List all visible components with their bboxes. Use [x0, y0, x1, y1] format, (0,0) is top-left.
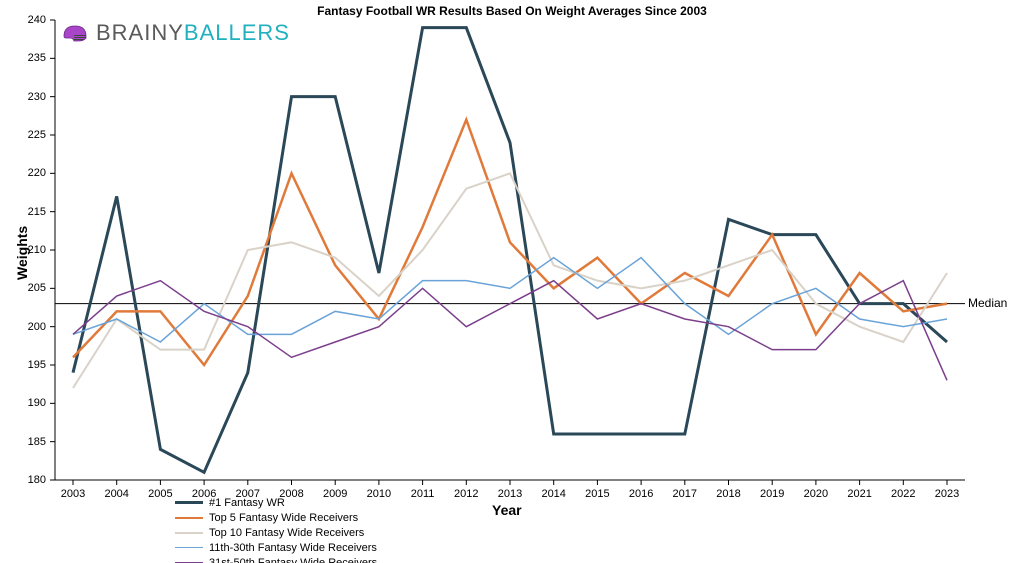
legend-swatch	[175, 517, 203, 519]
y-tick-label: 220	[16, 167, 46, 179]
x-tick-label: 2017	[673, 488, 697, 500]
series-line-top5	[73, 120, 947, 365]
x-tick-label: 2014	[541, 488, 565, 500]
x-tick-label: 2012	[454, 488, 478, 500]
y-axis-label: Weights	[14, 226, 30, 280]
series-line-wr1	[73, 28, 947, 473]
legend-label: Top 5 Fantasy Wide Receivers	[209, 512, 358, 524]
x-tick-label: 2013	[498, 488, 522, 500]
y-tick-label: 230	[16, 91, 46, 103]
y-tick-label: 240	[16, 14, 46, 26]
x-tick-label: 2005	[148, 488, 172, 500]
y-tick-label: 235	[16, 52, 46, 64]
x-tick-label: 2023	[935, 488, 959, 500]
legend-item-r31_50: 31st-50th Fantasy Wide Receivers	[175, 555, 377, 563]
legend-label: 11th-30th Fantasy Wide Receivers	[209, 542, 377, 554]
x-axis-label: Year	[492, 502, 522, 518]
legend-swatch	[175, 532, 203, 534]
chart-plot	[0, 0, 1024, 563]
x-tick-label: 2018	[716, 488, 740, 500]
series-line-top10	[73, 173, 947, 388]
x-tick-label: 2016	[629, 488, 653, 500]
chart-legend: #1 Fantasy WR Top 5 Fantasy Wide Receiver…	[175, 495, 377, 563]
x-tick-label: 2022	[891, 488, 915, 500]
legend-swatch	[175, 501, 203, 504]
x-tick-label: 2020	[804, 488, 828, 500]
y-tick-label: 195	[16, 359, 46, 371]
y-tick-label: 225	[16, 129, 46, 141]
y-tick-label: 200	[16, 321, 46, 333]
legend-label: #1 Fantasy WR	[209, 497, 285, 509]
y-tick-label: 185	[16, 436, 46, 448]
x-tick-label: 2021	[847, 488, 871, 500]
median-label: Median	[968, 296, 1007, 310]
y-tick-label: 190	[16, 397, 46, 409]
x-tick-label: 2011	[411, 488, 435, 500]
series-line-r11_30	[73, 258, 947, 342]
x-tick-label: 2004	[104, 488, 128, 500]
y-tick-label: 180	[16, 474, 46, 486]
legend-label: Top 10 Fantasy Wide Receivers	[209, 527, 364, 539]
chart-container: Fantasy Football WR Results Based On Wei…	[0, 0, 1024, 563]
x-tick-label: 2019	[760, 488, 784, 500]
x-tick-label: 2015	[585, 488, 609, 500]
legend-item-wr1: #1 Fantasy WR	[175, 495, 377, 510]
legend-item-r11_30: 11th-30th Fantasy Wide Receivers	[175, 540, 377, 555]
x-tick-label: 2003	[61, 488, 85, 500]
y-tick-label: 205	[16, 282, 46, 294]
legend-label: 31st-50th Fantasy Wide Receivers	[209, 557, 377, 563]
legend-item-top5: Top 5 Fantasy Wide Receivers	[175, 510, 377, 525]
y-tick-label: 215	[16, 206, 46, 218]
legend-swatch	[175, 547, 203, 548]
legend-item-top10: Top 10 Fantasy Wide Receivers	[175, 525, 377, 540]
